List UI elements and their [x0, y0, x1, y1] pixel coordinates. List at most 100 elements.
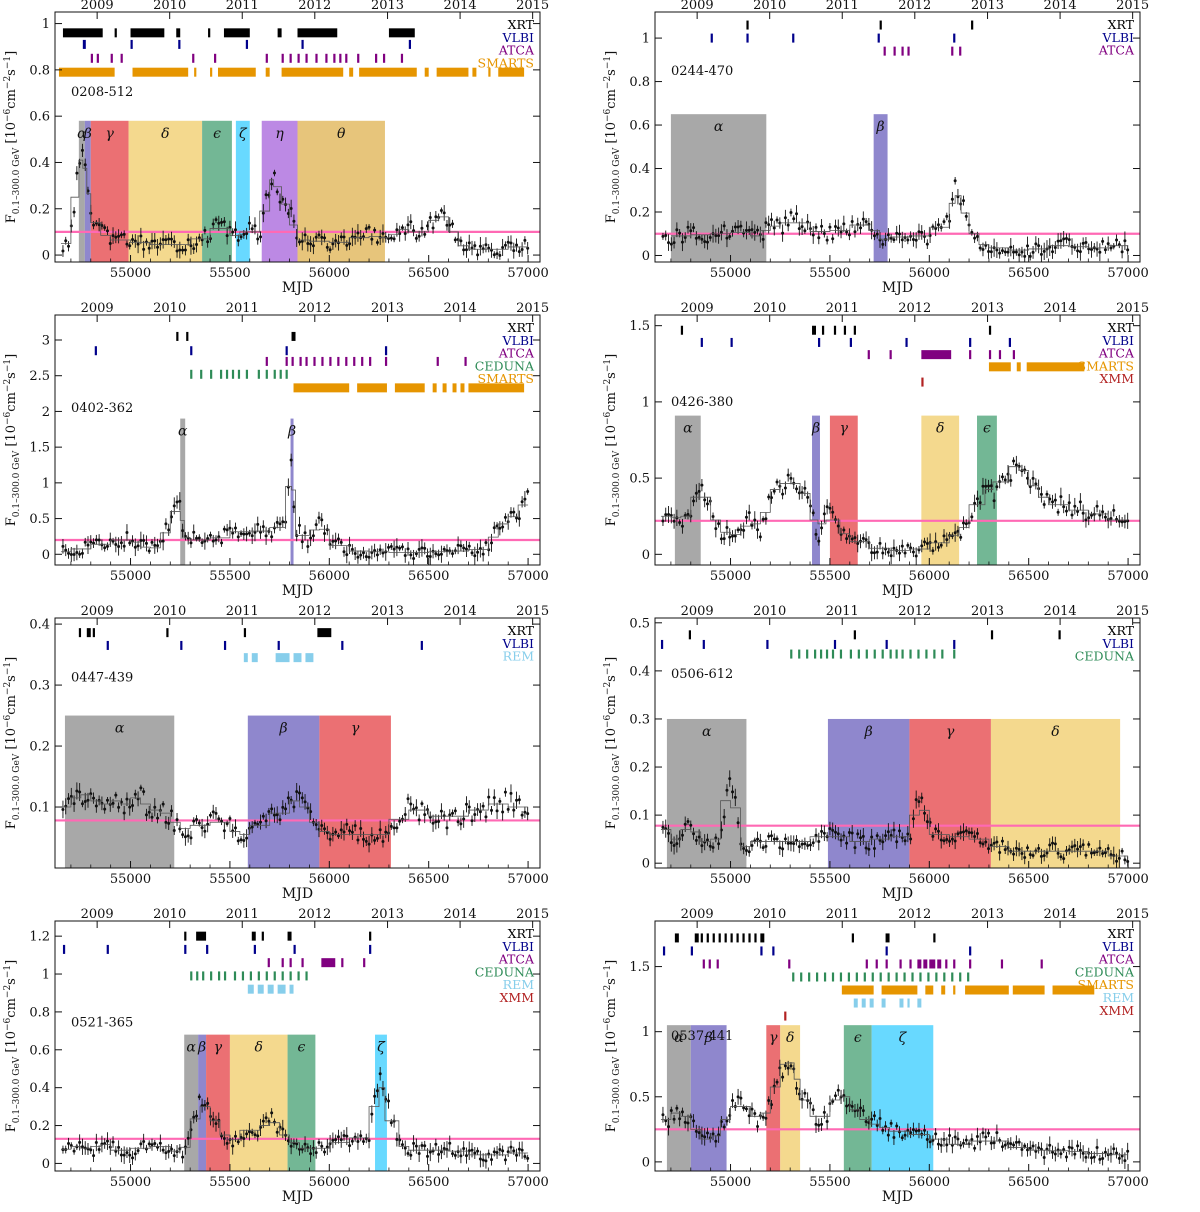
data-point [197, 821, 201, 825]
coverage-mark-ceduna [967, 972, 970, 982]
data-point [842, 528, 846, 532]
panel-0537-441: α β γ δ ϵ ζXRTVLBIATCACEDUNASMARTSREMXMM0537-… [603, 907, 1149, 1205]
data-point [978, 501, 982, 505]
data-point [1062, 857, 1066, 861]
coverage-mark-atca [321, 958, 336, 968]
data-point [1045, 851, 1049, 855]
coverage-mark-xrt [712, 933, 715, 943]
data-point [987, 847, 991, 851]
y-tick-label: 0.6 [29, 1043, 50, 1058]
x-tick-label: 56000 [309, 1175, 350, 1190]
data-point [264, 819, 268, 823]
axes-frame [54, 11, 541, 263]
y-label-part: [10 [604, 425, 619, 451]
data-point [297, 523, 301, 527]
y-tick-label: 1.5 [29, 441, 50, 456]
data-point [520, 813, 524, 817]
x-tick-label: 55000 [110, 1175, 151, 1190]
data-point [342, 1134, 346, 1138]
axes-frame [654, 11, 1141, 263]
data-point [195, 818, 199, 822]
y-tick-label: 0.8 [29, 1005, 50, 1020]
data-point [842, 1094, 846, 1098]
data-point [197, 1095, 201, 1099]
period-band [319, 715, 391, 868]
data-point [1081, 843, 1085, 847]
data-point [864, 538, 868, 542]
data-point [692, 226, 696, 230]
period-label: α [178, 424, 188, 440]
data-point [936, 545, 940, 549]
year-label: 2011 [226, 907, 259, 922]
data-point [845, 1104, 849, 1108]
data-point [1070, 845, 1074, 849]
data-point [345, 1134, 349, 1138]
data-point [462, 248, 466, 252]
legend-smarts: SMARTS [478, 371, 534, 386]
data-point [470, 1148, 474, 1152]
coverage-mark-vlbi [953, 33, 956, 43]
y-tick-label: 0.1 [29, 801, 50, 816]
period-label: γ [840, 421, 849, 437]
data-point [998, 251, 1002, 255]
data-point [231, 829, 235, 833]
data-point [89, 1148, 93, 1152]
data-point [678, 520, 682, 524]
data-point [911, 1128, 915, 1132]
coverage-mark-ceduna [281, 971, 284, 981]
data-point [72, 210, 76, 214]
data-point [431, 226, 435, 230]
data-point [897, 829, 901, 833]
data-point [498, 799, 502, 803]
coverage-mark-ceduna [935, 972, 938, 982]
data-point [403, 553, 407, 557]
data-point [300, 540, 304, 544]
data-point [156, 544, 160, 548]
coverage-mark-vlbi [277, 640, 280, 650]
coverage-mark-ceduna [305, 971, 308, 981]
data-point [783, 486, 787, 490]
period-label: ζ [377, 1040, 386, 1056]
data-point [1101, 239, 1105, 243]
coverage-mark-rem [275, 653, 290, 663]
data-point [781, 231, 785, 235]
data-point [950, 837, 954, 841]
data-point [661, 1113, 665, 1117]
data-point [708, 235, 712, 239]
coverage-mark-atca [369, 356, 372, 366]
coverage-mark-atca [120, 53, 123, 63]
data-point [831, 1100, 835, 1104]
data-point [111, 1140, 115, 1144]
coverage-mark-vlbi [384, 346, 388, 356]
data-point [950, 534, 954, 538]
coverage-mark-smarts [941, 985, 946, 995]
data-point [512, 808, 516, 812]
data-point [719, 230, 723, 234]
data-point [503, 790, 507, 794]
data-point [195, 536, 199, 540]
coverage-mark-ceduna [917, 649, 920, 659]
y-tick-label: 1 [42, 476, 50, 491]
data-point [172, 504, 176, 508]
year-label: 2015 [516, 604, 549, 619]
period-band [229, 1034, 288, 1171]
y-label-part: cm [604, 695, 619, 715]
coverage-mark-atca [865, 959, 868, 969]
coverage-mark-ceduna [873, 649, 876, 659]
data-point [872, 234, 876, 238]
data-point [370, 1112, 374, 1116]
data-point [923, 540, 927, 544]
data-point [270, 807, 274, 811]
data-point [459, 544, 463, 548]
data-point [1012, 1143, 1016, 1147]
data-point [897, 1130, 901, 1134]
coverage-mark-atca [929, 959, 936, 969]
data-point [211, 222, 215, 226]
coverage-mark-ceduna [951, 972, 954, 982]
data-point [186, 834, 190, 838]
data-point [1009, 1142, 1013, 1146]
data-point [956, 832, 960, 836]
data-point [459, 239, 463, 243]
data-point [953, 531, 957, 535]
